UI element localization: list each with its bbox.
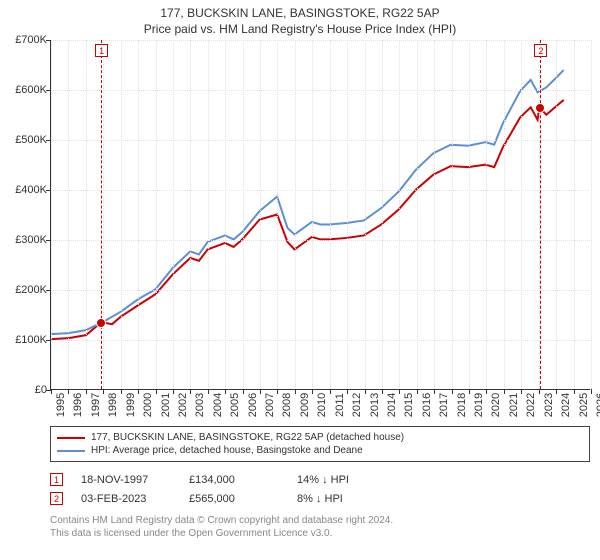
credit-text: Contains HM Land Registry data © Crown c… bbox=[50, 514, 590, 540]
x-axis-label: 2006 bbox=[247, 393, 259, 417]
marker-line bbox=[101, 40, 102, 389]
x-axis-label: 2022 bbox=[525, 393, 537, 417]
marker-dot bbox=[535, 103, 545, 113]
x-axis-label: 2018 bbox=[456, 393, 468, 417]
y-axis-label: £600K bbox=[1, 84, 47, 96]
data-row-delta: 14% ↓ HPI bbox=[297, 474, 349, 486]
chart-svg bbox=[51, 40, 590, 389]
x-axis-label: 2008 bbox=[281, 393, 293, 417]
marker-dot bbox=[96, 318, 106, 328]
legend-item: 177, BUCKSKIN LANE, BASINGSTOKE, RG22 5A… bbox=[57, 431, 583, 444]
credit-line-2: This data is licensed under the Open Gov… bbox=[50, 527, 590, 540]
x-axis-label: 2023 bbox=[543, 393, 555, 417]
bottom-section: 177, BUCKSKIN LANE, BASINGSTOKE, RG22 5A… bbox=[50, 426, 590, 540]
x-axis-label: 1995 bbox=[55, 393, 67, 417]
x-axis-label: 2009 bbox=[299, 393, 311, 417]
data-row-date: 03-FEB-2023 bbox=[81, 493, 171, 505]
x-axis-label: 2014 bbox=[386, 393, 398, 417]
data-row-price: £134,000 bbox=[189, 474, 279, 486]
chart-plot-area: £0£100K£200K£300K£400K£500K£600K£700K199… bbox=[50, 40, 590, 390]
x-axis-label: 2000 bbox=[142, 393, 154, 417]
y-axis-label: £200K bbox=[1, 284, 47, 296]
data-row-marker: 2 bbox=[50, 492, 63, 505]
data-row: 1 18-NOV-1997 £134,000 14% ↓ HPI bbox=[50, 470, 590, 489]
x-axis-label: 2016 bbox=[421, 393, 433, 417]
marker-box: 2 bbox=[534, 44, 547, 57]
marker-box: 1 bbox=[95, 44, 108, 57]
x-axis-label: 2001 bbox=[160, 393, 172, 417]
credit-line-1: Contains HM Land Registry data © Crown c… bbox=[50, 514, 590, 527]
chart-subtitle: Price paid vs. HM Land Registry's House … bbox=[0, 20, 600, 40]
x-axis-label: 2024 bbox=[560, 393, 572, 417]
x-axis-label: 2013 bbox=[369, 393, 381, 417]
x-axis-label: 2012 bbox=[351, 393, 363, 417]
x-axis-label: 2005 bbox=[229, 393, 241, 417]
x-axis-label: 2003 bbox=[194, 393, 206, 417]
marker-line bbox=[540, 40, 541, 389]
x-axis-label: 2025 bbox=[578, 393, 590, 417]
x-axis-label: 2021 bbox=[508, 393, 520, 417]
x-axis-label: 2015 bbox=[403, 393, 415, 417]
x-axis-label: 2010 bbox=[316, 393, 328, 417]
legend-label: 177, BUCKSKIN LANE, BASINGSTOKE, RG22 5A… bbox=[91, 432, 404, 443]
data-row-price: £565,000 bbox=[189, 493, 279, 505]
y-axis-label: £700K bbox=[1, 34, 47, 46]
data-row: 2 03-FEB-2023 £565,000 8% ↓ HPI bbox=[50, 489, 590, 508]
y-axis-label: £0 bbox=[1, 384, 47, 396]
data-row-delta: 8% ↓ HPI bbox=[297, 493, 343, 505]
legend: 177, BUCKSKIN LANE, BASINGSTOKE, RG22 5A… bbox=[50, 426, 590, 462]
x-axis-label: 2019 bbox=[473, 393, 485, 417]
data-table: 1 18-NOV-1997 £134,000 14% ↓ HPI 2 03-FEB-202… bbox=[50, 470, 590, 508]
x-axis-label: 1998 bbox=[107, 393, 119, 417]
data-row-marker: 1 bbox=[50, 473, 63, 486]
x-axis-label: 2004 bbox=[212, 393, 224, 417]
x-axis-label: 2020 bbox=[490, 393, 502, 417]
x-axis-label: 2026 bbox=[595, 393, 600, 417]
legend-item: HPI: Average price, detached house, Basi… bbox=[57, 444, 583, 457]
chart-title: 177, BUCKSKIN LANE, BASINGSTOKE, RG22 5A… bbox=[0, 0, 600, 20]
legend-swatch bbox=[57, 450, 85, 452]
y-axis-label: £400K bbox=[1, 184, 47, 196]
legend-swatch bbox=[57, 437, 85, 439]
x-axis-label: 1996 bbox=[72, 393, 84, 417]
legend-label: HPI: Average price, detached house, Basi… bbox=[91, 445, 363, 456]
x-axis-label: 2007 bbox=[264, 393, 276, 417]
y-axis-label: £100K bbox=[1, 334, 47, 346]
y-axis-label: £500K bbox=[1, 134, 47, 146]
data-row-date: 18-NOV-1997 bbox=[81, 474, 171, 486]
x-axis-label: 1997 bbox=[90, 393, 102, 417]
chart-container: 177, BUCKSKIN LANE, BASINGSTOKE, RG22 5A… bbox=[0, 0, 600, 560]
x-axis-label: 2017 bbox=[438, 393, 450, 417]
x-axis-label: 2002 bbox=[177, 393, 189, 417]
y-axis-label: £300K bbox=[1, 234, 47, 246]
x-axis-label: 1999 bbox=[125, 393, 137, 417]
x-axis-label: 2011 bbox=[334, 393, 346, 417]
